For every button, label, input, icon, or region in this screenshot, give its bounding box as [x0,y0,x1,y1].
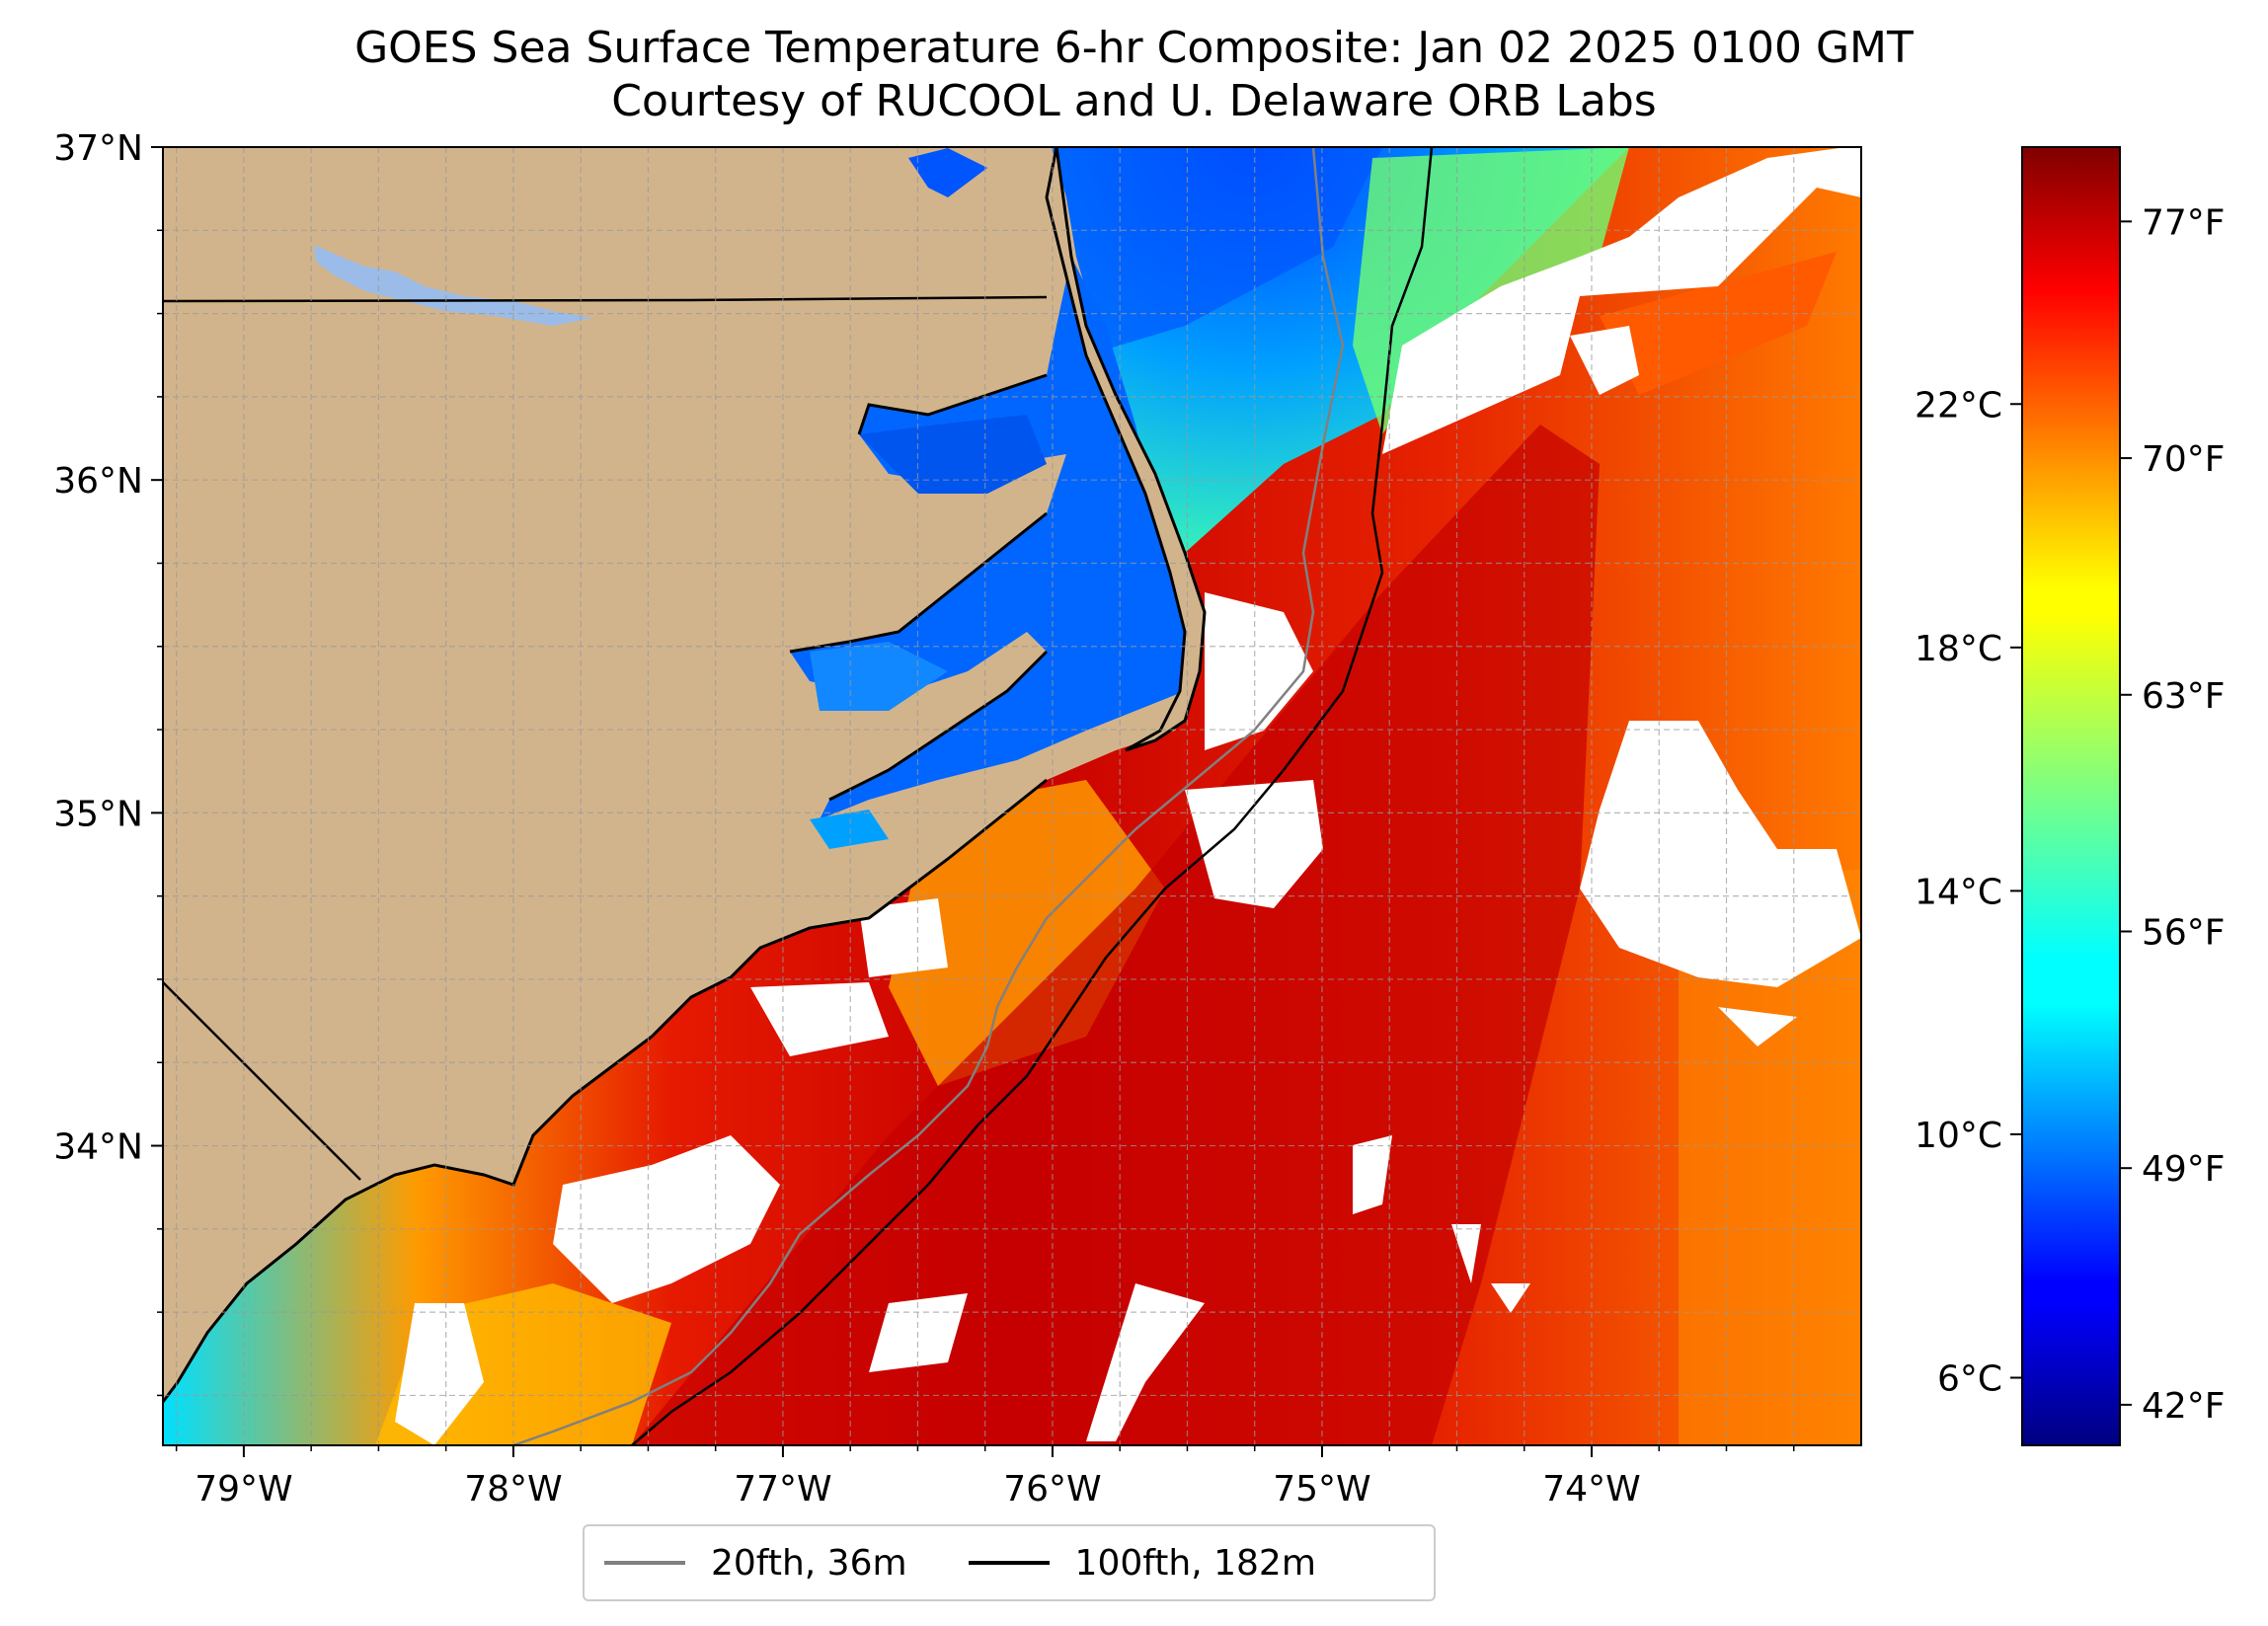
legend-line-gray [604,1561,685,1565]
gridlines [163,147,1861,1445]
cold-core-water [1037,147,1382,355]
lon-tick-label: 74°W [1542,1469,1640,1510]
lat-tick-label: 36°N [53,461,143,502]
albemarle-sound [859,415,1047,494]
lon-tick-label: 79°W [195,1469,292,1510]
colorbar-fahrenheit-label: 56°F [2142,912,2226,953]
coastline [163,778,1048,1403]
latitude-axis: 34°N 35°N 36°N 37°N [53,128,163,1397]
colorbar-celsius-axis: 6°C 10°C 14°C 18°C 22°C [1915,385,2022,1400]
currituck-inlet [908,148,987,197]
colorbar-fahrenheit-label: 77°F [2142,202,2226,243]
lon-tick-label: 75°W [1273,1469,1370,1510]
legend-item-100fth: 100fth, 182m [968,1542,1316,1584]
chart-title: GOES Sea Surface Temperature 6-hr Compos… [0,22,2268,128]
map-panel [163,147,1861,1445]
colorbar-celsius-label: 6°C [1937,1359,2002,1400]
lon-tick-label: 78°W [464,1469,562,1510]
legend-item-20fth: 20fth, 36m [604,1543,907,1584]
colorbar-celsius-label: 18°C [1915,629,2002,669]
map-frame [162,146,1862,1446]
outer-banks [1045,147,1207,752]
title-line-1: GOES Sea Surface Temperature 6-hr Compos… [354,23,1914,73]
lat-tick-label: 35°N [53,794,143,834]
isobath-100fth [631,147,1434,1445]
colorbar-celsius-label: 22°C [1915,385,2002,426]
colorbar-fahrenheit-label: 63°F [2142,676,2226,717]
state-border-va-nc [163,295,1048,303]
cloud-masked-areas [395,147,1861,1445]
state-border-nc-sc [163,981,361,1181]
legend-label-20fth: 20fth, 36m [711,1542,907,1584]
legend-line-black [968,1561,1050,1565]
colorbar-celsius-label: 10°C [1915,1116,2002,1156]
title-line-2: Courtesy of RUCOOL and U. Delaware ORB L… [611,76,1657,126]
isobath-legend: 20fth, 36m 100fth, 182m [583,1524,1436,1601]
lat-tick-label: 37°N [53,128,143,169]
lon-tick-label: 76°W [1003,1469,1101,1510]
kerr-lake [314,245,592,326]
lat-tick-label: 34°N [53,1127,143,1168]
pamlico-river [810,642,948,711]
colorbar [2021,146,2121,1446]
colorbar-fahrenheit-label: 70°F [2142,439,2226,480]
colorbar-celsius-label: 14°C [1915,872,2002,912]
lon-tick-label: 77°W [734,1469,831,1510]
colorbar-fahrenheit-axis: 42°F 49°F 56°F 63°F 70°F 77°F [2120,202,2226,1427]
longitude-axis: 79°W 78°W 77°W 76°W 75°W 74°W [175,1445,1795,1510]
legend-label-100fth: 100fth, 182m [1074,1542,1316,1584]
neuse-river [810,810,889,849]
isobath-20fth [512,147,1345,1445]
colorbar-fahrenheit-label: 42°F [2142,1386,2226,1427]
colorbar-fahrenheit-label: 49°F [2142,1149,2226,1190]
